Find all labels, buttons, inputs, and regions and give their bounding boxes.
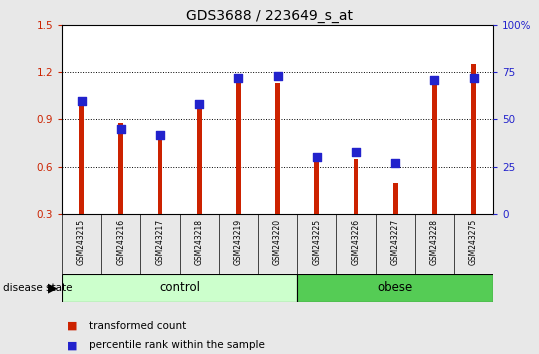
Bar [236,83,241,214]
Bar [157,140,162,214]
Text: GSM243226: GSM243226 [351,219,361,265]
Bar [393,183,398,214]
Text: GSM243216: GSM243216 [116,219,125,265]
Text: GSM243228: GSM243228 [430,219,439,265]
Bar [79,104,84,214]
Point [234,75,243,81]
Text: control: control [159,281,200,295]
Point [430,77,439,82]
Text: disease state: disease state [3,283,72,293]
Bar [354,159,358,214]
Text: GSM243220: GSM243220 [273,219,282,265]
Bar [314,157,319,214]
Bar [62,274,297,302]
Point [156,132,164,137]
Text: GSM243275: GSM243275 [469,219,478,265]
Point [469,75,478,81]
Bar [275,83,280,214]
Bar [119,122,123,214]
Point [391,160,399,166]
Point [116,126,125,132]
Text: GSM243217: GSM243217 [155,219,164,265]
Text: GSM243225: GSM243225 [312,219,321,265]
Text: GSM243219: GSM243219 [234,219,243,265]
Point [77,98,86,103]
Text: transformed count: transformed count [89,321,186,331]
Text: percentile rank within the sample: percentile rank within the sample [89,340,265,350]
Point [351,149,360,154]
Point [273,73,282,79]
Bar [197,104,202,214]
Text: GSM243215: GSM243215 [77,219,86,265]
Bar [297,274,493,302]
Text: ▶: ▶ [48,281,58,294]
Point [313,154,321,160]
Bar [471,64,476,214]
Text: ■: ■ [67,340,78,350]
Text: ■: ■ [67,321,78,331]
Bar [432,77,437,214]
Text: GDS3688 / 223649_s_at: GDS3688 / 223649_s_at [186,9,353,23]
Text: GSM243227: GSM243227 [391,219,400,265]
Point [195,102,204,107]
Text: GSM243218: GSM243218 [195,219,204,265]
Text: obese: obese [377,281,413,295]
